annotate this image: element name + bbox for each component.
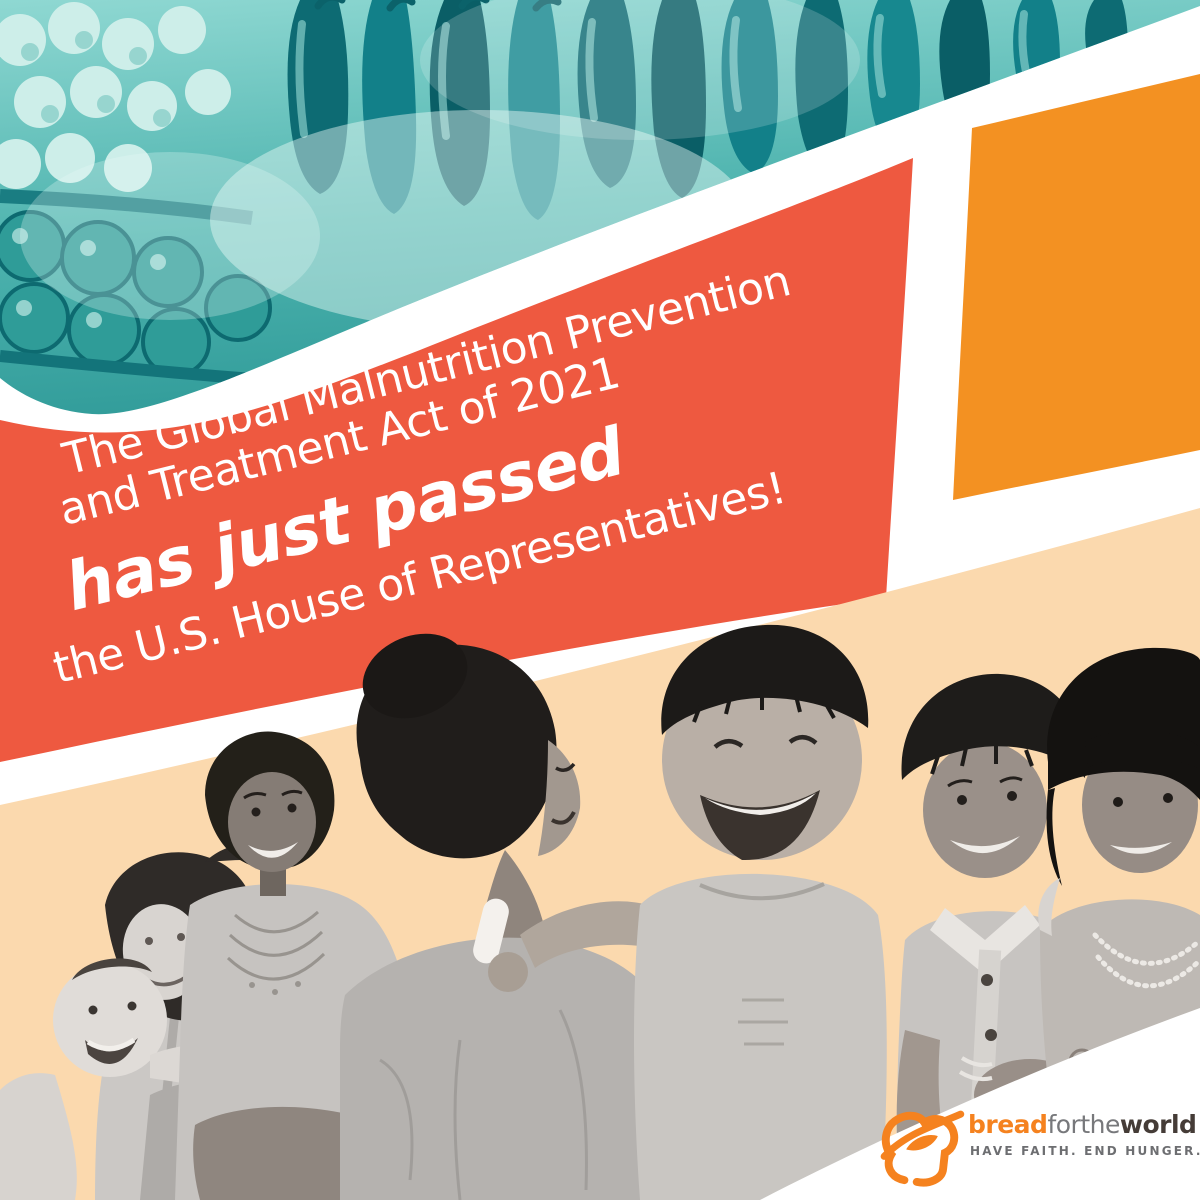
orange-square-panel (953, 74, 1200, 500)
logo-word-for: for (1047, 1110, 1081, 1139)
logo-tagline: HAVE FAITH. END HUNGER. (970, 1144, 1200, 1158)
bread-for-the-world-logo: breadfortheworld HAVE FAITH. END HUNGER. (878, 1094, 1200, 1194)
bread-slice-icon (880, 1110, 965, 1187)
photo-woman-holding-toddler (340, 624, 887, 1200)
logo-word-the: the (1080, 1110, 1120, 1139)
logo-wordmark: breadfortheworld (968, 1110, 1197, 1139)
bottom-right-white-swoosh (760, 1008, 1200, 1200)
logo-word-world: world (1119, 1110, 1197, 1139)
logo-word-bread: bread (968, 1110, 1048, 1139)
red-orange-panel (0, 158, 913, 762)
